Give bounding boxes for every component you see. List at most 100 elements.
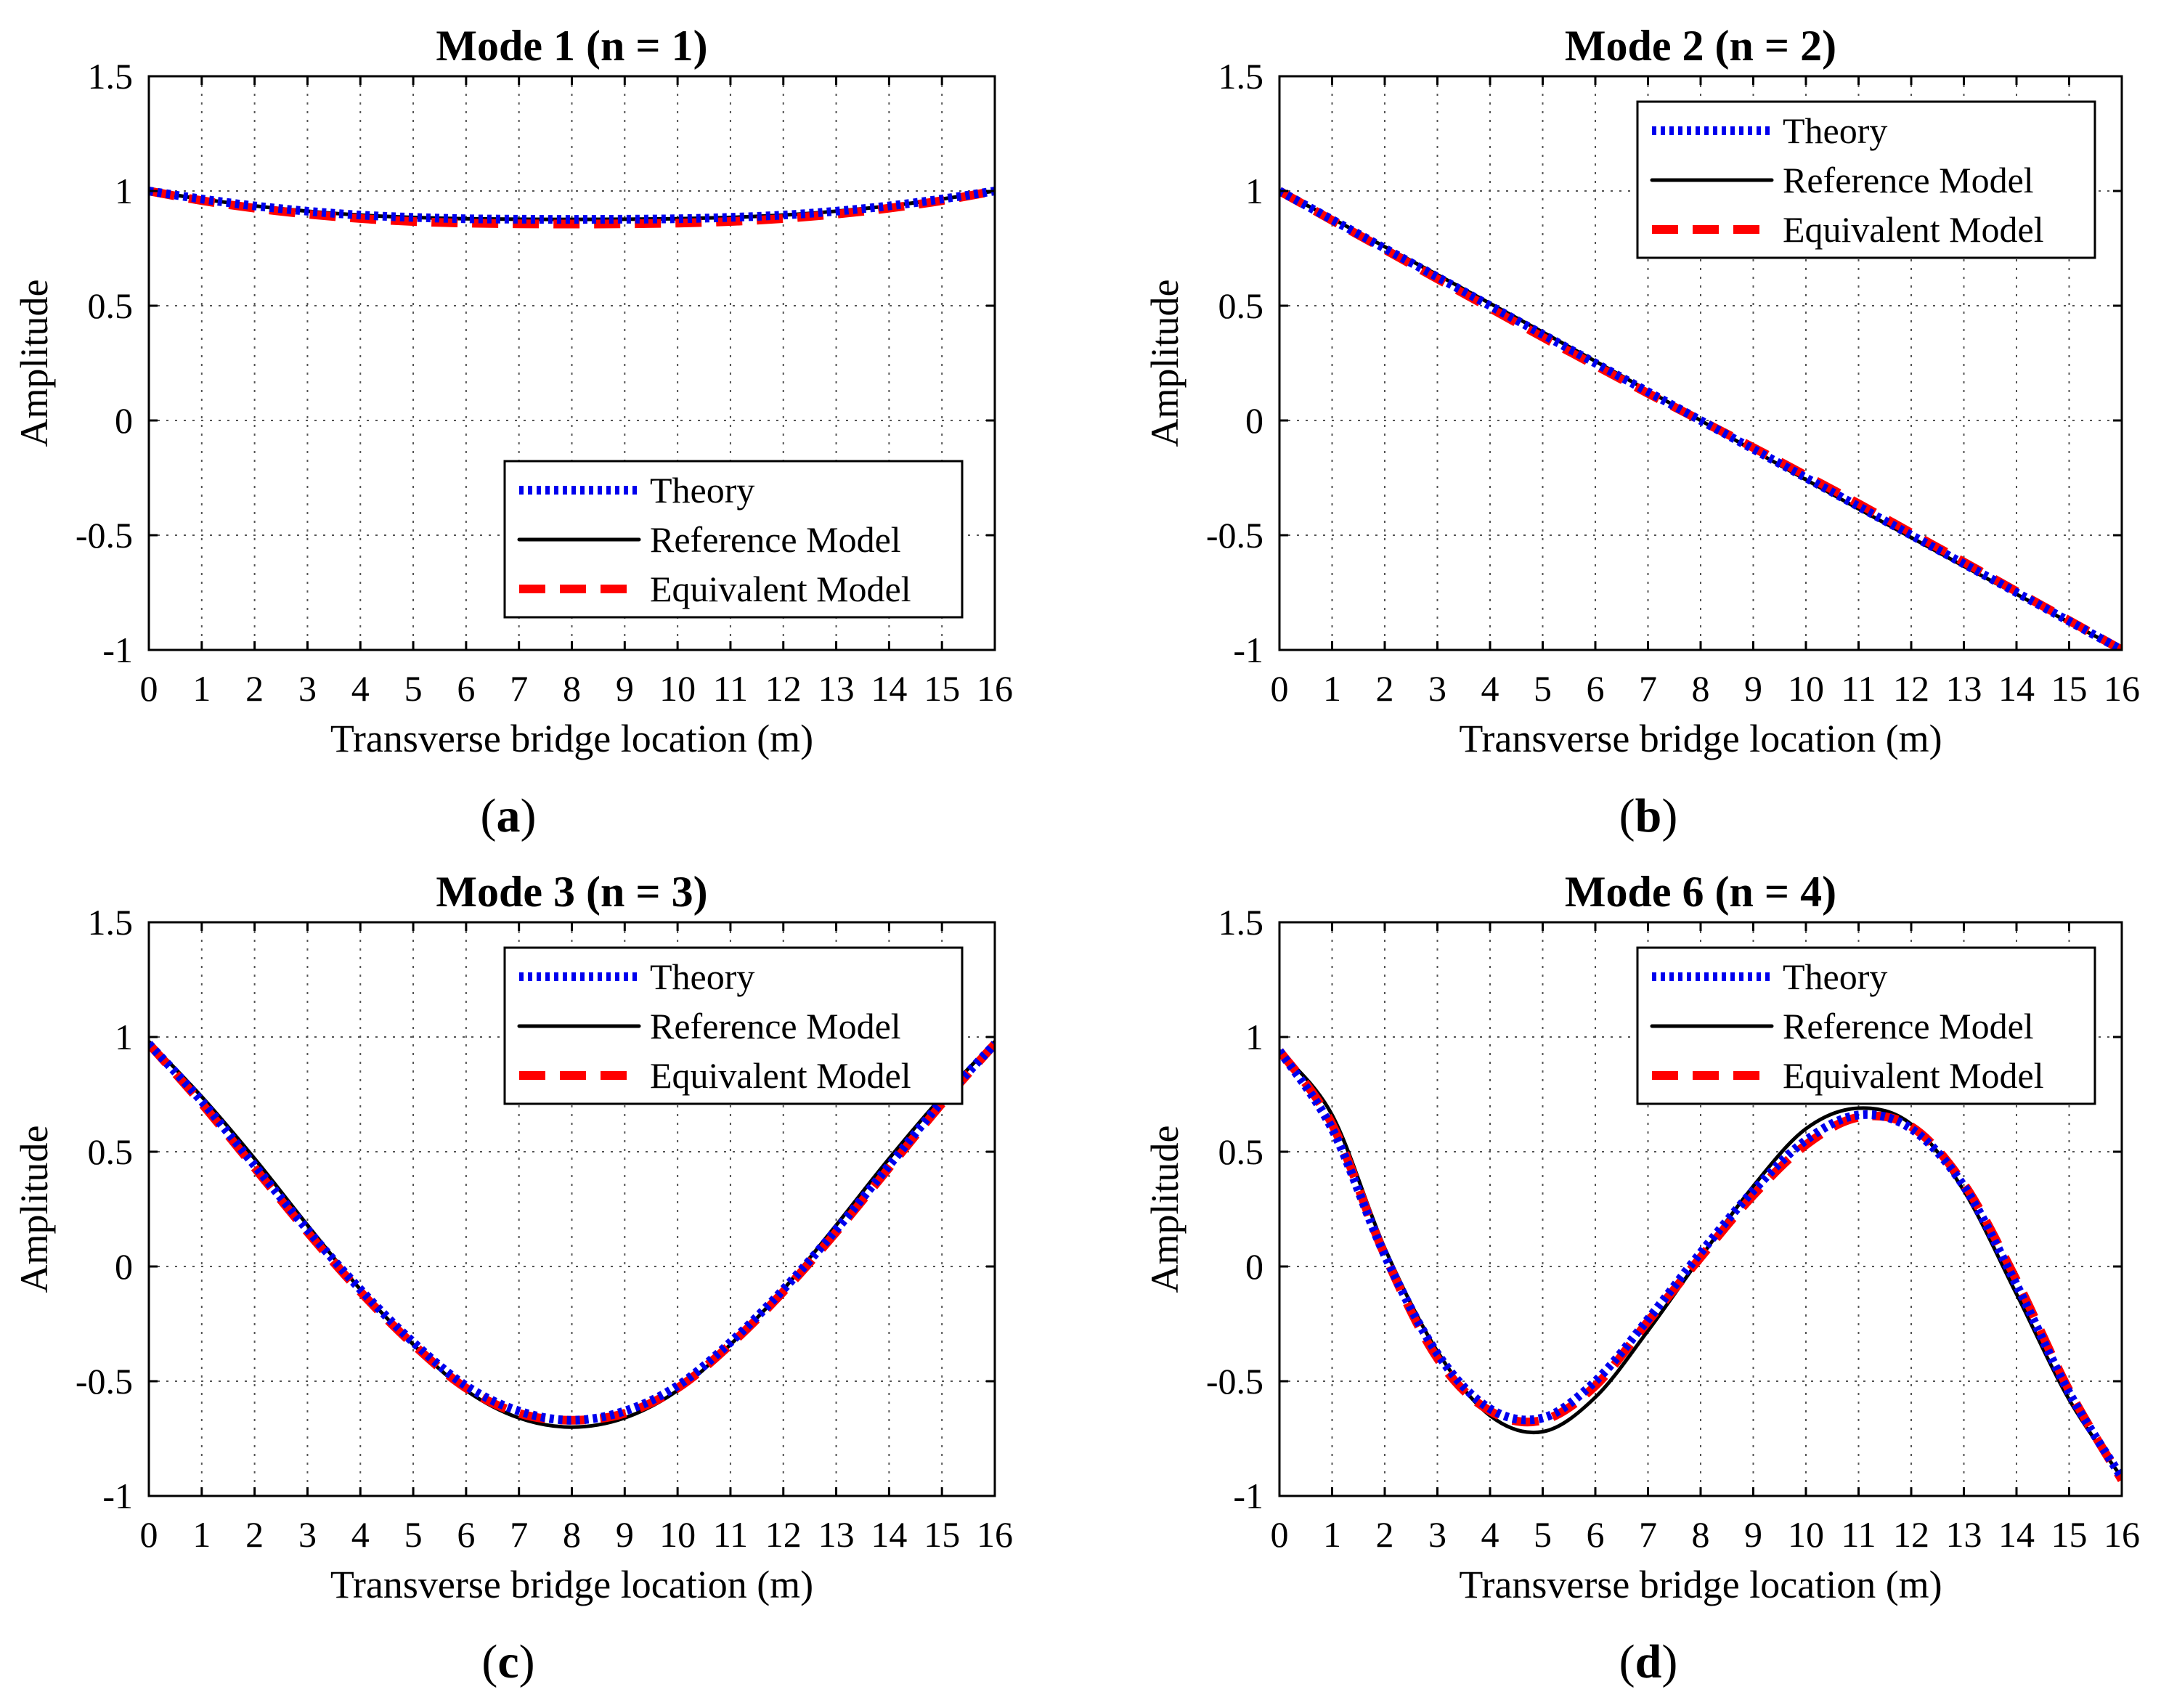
x-tick-label: 14 [1998,668,2035,709]
x-tick-label: 15 [2051,668,2088,709]
x-tick-label: 0 [140,668,158,709]
x-tick-label: 2 [245,668,264,709]
series-group [1279,1048,2122,1482]
x-tick-label: 16 [2104,1514,2140,1555]
y-axis-label: Amplitude [12,280,56,447]
x-tick-label: 10 [659,668,696,709]
y-axis-label: Amplitude [1143,280,1187,447]
x-tick-label: 4 [351,1514,370,1555]
x-tick-label: 10 [1788,668,1824,709]
panel-label: (c) [481,1635,534,1688]
y-tick-label: 0 [115,1246,133,1287]
panel-label-letter: c [497,1635,518,1688]
panel-label-paren: ( [481,1635,497,1688]
x-tick-label: 11 [1841,668,1876,709]
x-axis-label: Transverse bridge location (m) [330,1563,813,1606]
x-axis-label: Transverse bridge location (m) [330,717,813,760]
x-tick-label: 12 [1893,668,1929,709]
x-tick-label: 12 [765,668,802,709]
legend-label-reference-model: Reference Model [1783,1006,2034,1046]
series-line-theory [1279,1048,2122,1480]
x-tick-label: 5 [1534,668,1552,709]
panel-label-paren: ) [1661,1635,1677,1688]
legend-label-equivalent-model: Equivalent Model [1783,1055,2044,1096]
y-tick-label: 1.5 [1218,56,1264,97]
x-tick-label: 8 [1692,1514,1710,1555]
x-tick-label: 13 [1946,1514,1982,1555]
x-tick-label: 3 [298,668,317,709]
x-tick-label: 4 [1481,668,1499,709]
legend-label-theory: Theory [650,470,754,511]
legend-label-theory: Theory [650,956,754,997]
x-tick-label: 4 [1481,1514,1499,1555]
y-tick-label: 1 [115,171,133,211]
x-tick-label: 9 [1744,668,1762,709]
panel-label-paren: ( [1619,789,1635,842]
panel-label-paren: ) [1661,789,1677,842]
legend-label-reference-model: Reference Model [650,519,901,560]
x-tick-label: 13 [818,668,855,709]
y-tick-label: -0.5 [1206,1361,1263,1402]
y-tick-label: 0 [1245,400,1263,441]
y-tick-label: 1.5 [88,56,134,97]
legend-label-theory: Theory [1783,956,1887,997]
chart-title: Mode 1 (n = 1) [436,22,707,70]
y-tick-label: 1 [115,1017,133,1057]
x-tick-label: 0 [1271,1514,1289,1555]
y-tick-label: -1 [1233,1476,1263,1516]
legend-label-equivalent-model: Equivalent Model [650,569,911,609]
y-tick-label: -1 [102,630,133,670]
legend-label-reference-model: Reference Model [1783,160,2034,200]
x-tick-label: 10 [1788,1514,1824,1555]
y-tick-label: 0 [1245,1246,1263,1287]
x-tick-label: 3 [1428,668,1446,709]
x-tick-label: 1 [1323,1514,1341,1555]
panel-label-paren: ) [521,789,537,842]
panel-label-paren: ) [519,1635,535,1688]
x-tick-label: 1 [192,1514,211,1555]
panel-label-letter: d [1635,1635,1662,1688]
legend: Theory Reference Model Equivalent Model [1636,946,2096,1105]
chart-panel-c: 0 1 2 3 4 5 6 7 8 9 10 11 12 13 14 15 16-1-0.500.511.5Mo… [12,868,1013,1688]
x-tick-label: 9 [616,668,634,709]
legend-label-theory: Theory [1783,110,1887,151]
y-axis-label: Amplitude [1143,1126,1187,1293]
x-tick-label: 7 [1639,1514,1657,1555]
legend-label-equivalent-model: Equivalent Model [650,1055,911,1096]
x-tick-label: 12 [1893,1514,1929,1555]
x-tick-label: 5 [404,668,423,709]
y-tick-label: 1.5 [1218,902,1264,943]
series-group [149,187,995,229]
series-line-theory [149,1041,995,1425]
x-tick-label: 14 [871,668,907,709]
x-tick-label: 11 [713,668,748,709]
series-group [1279,187,2122,650]
chart-title: Mode 2 (n = 2) [1565,22,1836,70]
y-tick-label: -1 [1233,630,1263,670]
chart-title: Mode 6 (n = 4) [1565,868,1836,916]
legend: Theory Reference Model Equivalent Model [503,460,964,619]
y-tick-label: 0.5 [1218,1131,1264,1172]
y-tick-label: -1 [102,1476,133,1516]
x-tick-label: 9 [616,1514,634,1555]
x-tick-label: 9 [1744,1514,1762,1555]
x-tick-label: 3 [298,1514,317,1555]
panel-label: (b) [1619,789,1678,842]
x-tick-label: 1 [192,668,211,709]
x-tick-label: 13 [1946,668,1982,709]
x-tick-label: 7 [510,1514,528,1555]
x-tick-label: 15 [924,1514,960,1555]
panel-label-paren: ( [1619,1635,1635,1688]
x-tick-label: 6 [1587,668,1605,709]
legend-label-equivalent-model: Equivalent Model [1783,209,2044,250]
chart-panel-a: 0 1 2 3 4 5 6 7 8 9 10 11 12 13 14 15 16-1-0.500.511.5Mo… [12,22,1013,842]
x-axis-label: Transverse bridge location (m) [1459,717,1942,760]
series-line-equivalent-model [1279,1048,2122,1482]
x-tick-label: 15 [924,668,960,709]
x-tick-label: 16 [2104,668,2140,709]
x-tick-label: 16 [977,668,1013,709]
x-tick-label: 2 [1376,668,1394,709]
y-tick-label: 0.5 [1218,285,1264,326]
x-tick-label: 4 [351,668,370,709]
